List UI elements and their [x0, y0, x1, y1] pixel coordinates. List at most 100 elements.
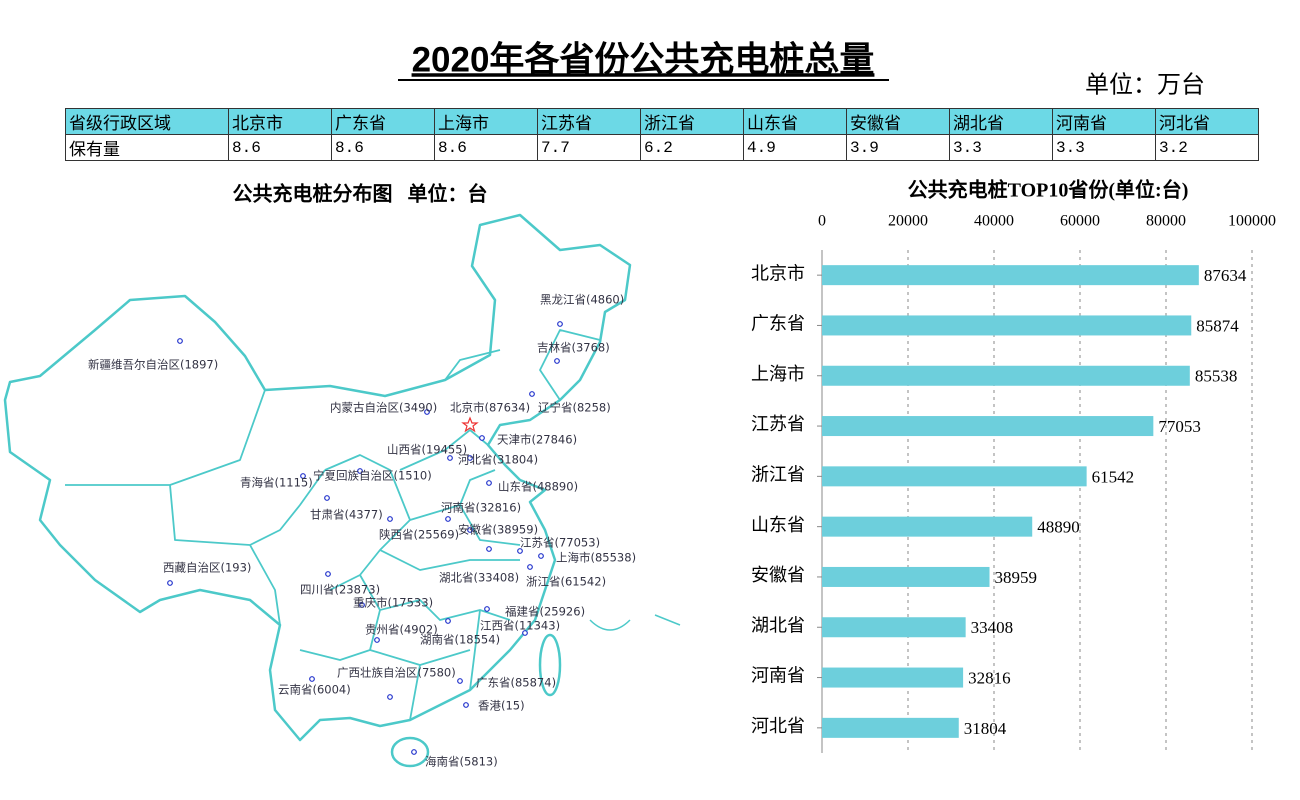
map-dot — [554, 358, 560, 364]
map-dot — [557, 321, 563, 327]
value-label: 33408 — [971, 618, 1014, 637]
table-row: 保有量 8.6 8.6 8.6 7.7 6.2 4.9 3.9 3.3 3.3 3.2 — [65, 134, 1259, 161]
map-label: 天津市(27846) — [497, 433, 577, 447]
bar — [822, 617, 966, 638]
map-dot — [457, 678, 463, 684]
map-label: 湖北省(33408) — [439, 571, 519, 585]
map-label: 吉林省(3768) — [537, 341, 610, 355]
table-cell: 河北省 — [1155, 108, 1259, 135]
bar — [822, 416, 1154, 437]
summary-table: 省级行政区域 北京市 广东省 上海市 江苏省 浙江省 山东省 安徽省 湖北省 河南省 河北省 保有量 8… — [65, 108, 1259, 161]
table-cell: 3.3 — [949, 134, 1053, 161]
table-cell: 4.9 — [743, 134, 847, 161]
map-label: 香港(15) — [478, 699, 525, 713]
table-cell: 省级行政区域 — [65, 108, 229, 135]
y-tick-label: 山东省 — [751, 515, 805, 535]
map-dot — [517, 548, 523, 554]
table-cell: 河南省 — [1052, 108, 1156, 135]
table-cell: 6.2 — [640, 134, 744, 161]
unit-label: 单位：万台 — [1085, 71, 1205, 98]
map-dot — [324, 495, 330, 501]
map-label: 河北省(31804) — [458, 453, 538, 467]
bar — [822, 717, 959, 738]
page-title: 2020年各省份公共充电桩总量 — [412, 39, 875, 79]
value-label: 48890 — [1037, 518, 1080, 537]
y-tick-label: 安徽省 — [751, 565, 805, 585]
y-tick-label: 湖北省 — [751, 615, 805, 635]
map-label: 辽宁省(8258) — [538, 401, 611, 415]
map-label: 广西壮族自治区(7580) — [337, 666, 456, 680]
x-tick-label: 20000 — [888, 213, 928, 230]
x-tick-label: 80000 — [1146, 213, 1186, 230]
map-label: 福建省(25926) — [505, 605, 585, 619]
x-tick-label: 40000 — [974, 213, 1014, 230]
map-label: 山东省(48890) — [498, 480, 578, 494]
y-tick-label: 河北省 — [751, 716, 805, 736]
map-dot — [357, 468, 363, 474]
china-map — [3, 213, 681, 768]
value-label: 77053 — [1158, 417, 1201, 436]
table-cell: 3.3 — [1052, 134, 1156, 161]
map-label: 宁夏回族自治区(1510) — [313, 469, 432, 483]
table-cell: 湖北省 — [949, 108, 1053, 135]
bar — [822, 365, 1190, 386]
map-label: 河南省(32816) — [441, 501, 521, 515]
y-tick-label: 江苏省 — [751, 414, 805, 434]
chart-title: 公共充电桩TOP10省份(单位:台) — [908, 178, 1189, 202]
bar — [822, 516, 1033, 537]
table-cell: 江苏省 — [537, 108, 641, 135]
table-cell: 8.6 — [228, 134, 332, 161]
map-coast — [589, 614, 681, 631]
map-label: 贵州省(4902) — [365, 623, 438, 637]
map-dot — [424, 409, 430, 415]
map-dot — [445, 618, 451, 624]
table-cell: 北京市 — [228, 108, 332, 135]
map-dot — [527, 564, 533, 570]
map-dot — [484, 606, 490, 612]
map-label: 浙江省(61542) — [526, 575, 606, 589]
table-cell: 保有量 — [65, 134, 229, 161]
map-dot — [486, 546, 492, 552]
map-dot — [167, 580, 173, 586]
table-cell: 浙江省 — [640, 108, 744, 135]
map-dot — [463, 702, 469, 708]
map-label: 江西省(11343) — [480, 619, 560, 633]
map-label: 重庆市(17533) — [353, 596, 433, 610]
table-cell: 上海市 — [434, 108, 538, 135]
bar — [822, 466, 1087, 487]
map-dot — [374, 637, 380, 643]
y-tick-label: 上海市 — [751, 364, 805, 384]
map-labels: 黑龙江省(4860) 吉林省(3768) 新疆维吾尔自治区(1897) 内蒙古自治区(… — [88, 293, 636, 769]
value-label: 85874 — [1196, 316, 1239, 335]
map-label: 西藏自治区(193) — [163, 561, 251, 575]
map-dot — [486, 480, 492, 486]
map-label: 海南省(5813) — [425, 755, 498, 769]
table-cell: 广东省 — [331, 108, 435, 135]
map-label: 黑龙江省(4860) — [540, 293, 624, 307]
map-dot — [529, 391, 535, 397]
map-label: 安徽省(38959) — [458, 523, 538, 537]
map-label: 内蒙古自治区(3490) — [330, 401, 437, 415]
table-cell: 3.2 — [1155, 134, 1259, 161]
map-borders — [65, 329, 601, 721]
map-label: 青海省(1115) — [240, 476, 313, 490]
map-dot — [411, 749, 417, 755]
map-label: 云南省(6004) — [278, 683, 351, 697]
map-label: 北京市(87634) — [450, 401, 530, 415]
value-label: 85538 — [1195, 367, 1238, 386]
map-dot — [467, 527, 473, 533]
map-dot — [538, 553, 544, 559]
map-dot — [522, 630, 528, 636]
map-dot — [309, 676, 315, 682]
table-cell: 8.6 — [331, 134, 435, 161]
map-label: 上海市(85538) — [556, 551, 636, 565]
map-outline — [3, 213, 632, 742]
value-label: 87634 — [1204, 266, 1247, 285]
value-label: 61542 — [1092, 467, 1135, 486]
map-dot — [479, 435, 485, 441]
map-dot — [387, 694, 393, 700]
map-label: 江苏省(77053) — [520, 536, 600, 550]
value-label: 31804 — [964, 719, 1007, 738]
value-label: 38959 — [995, 568, 1038, 587]
